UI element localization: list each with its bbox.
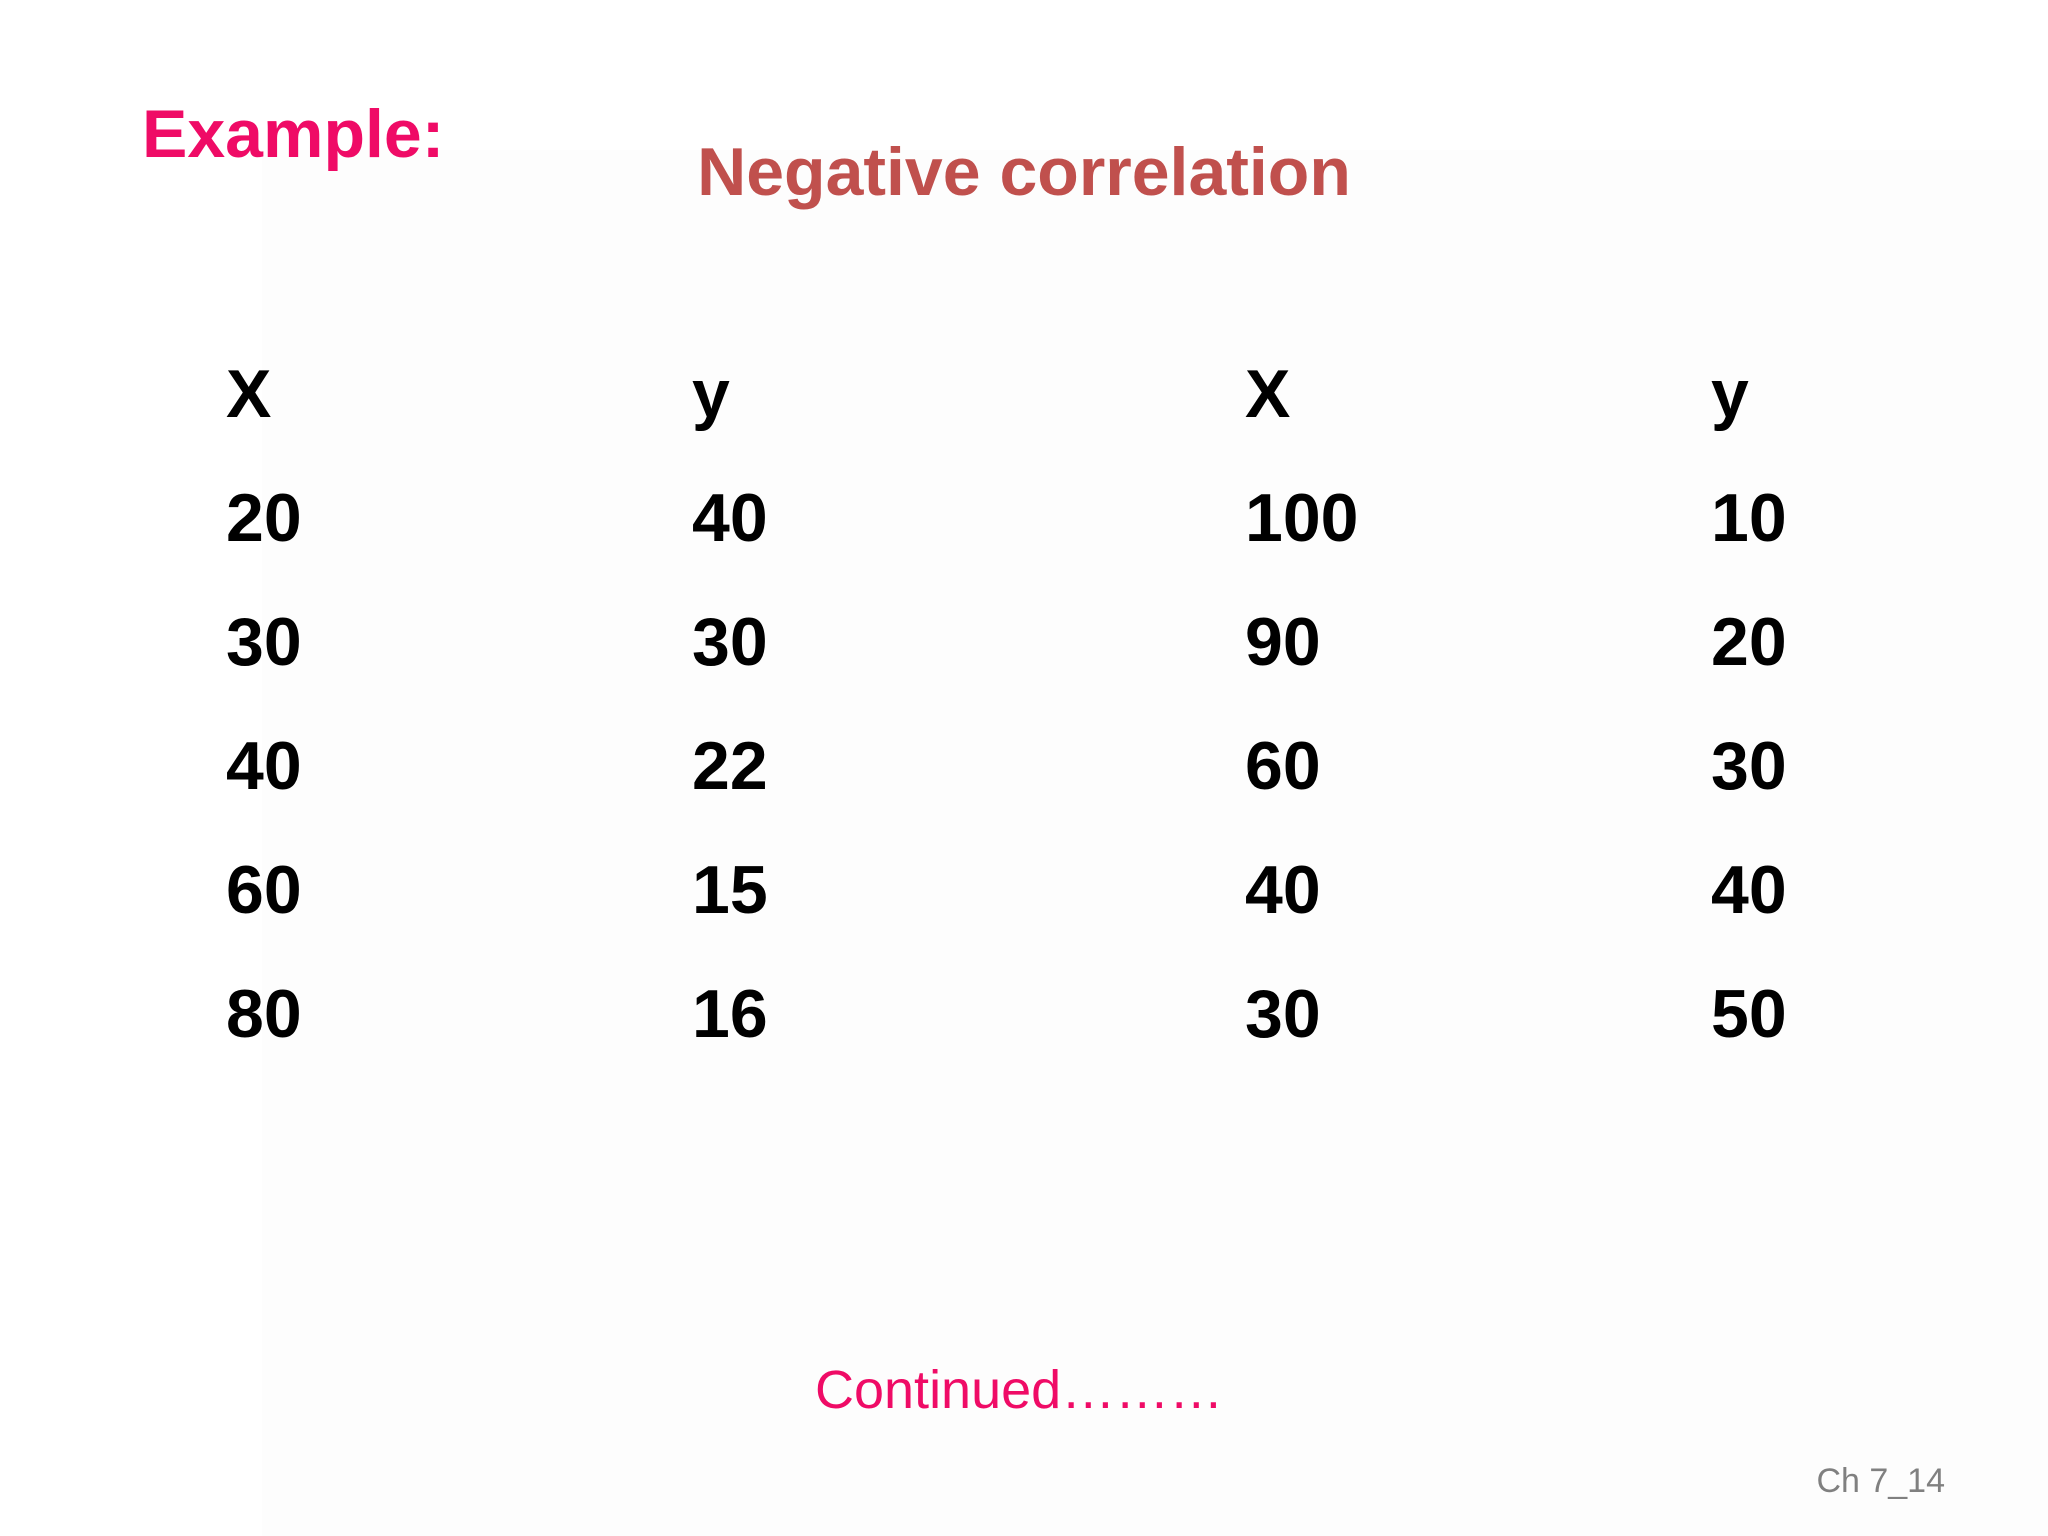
header-x-1: X — [226, 356, 272, 432]
table-cell: 80 — [226, 976, 302, 1052]
table-cell: 100 — [1245, 480, 1359, 556]
table-cell: 10 — [1711, 480, 1787, 556]
table-cell: 60 — [1245, 728, 1321, 804]
table-row: 80 16 30 50 — [226, 980, 1826, 1104]
table-header-row: X y X y — [226, 360, 1826, 484]
table-cell: 90 — [1245, 604, 1321, 680]
table-cell: 16 — [692, 976, 768, 1052]
header-y-2: y — [1711, 356, 1749, 432]
table-row: 30 30 90 20 — [226, 608, 1826, 732]
header-y-1: y — [692, 356, 730, 432]
table-cell: 30 — [226, 604, 302, 680]
slide-title: Negative correlation — [697, 134, 1351, 210]
table-cell: 22 — [692, 728, 768, 804]
table-cell: 30 — [1245, 976, 1321, 1052]
table-cell: 60 — [226, 852, 302, 928]
table-cell: 40 — [1245, 852, 1321, 928]
slide-number: Ch 7_14 — [1816, 1462, 1945, 1500]
table-cell: 40 — [1711, 852, 1787, 928]
table-cell: 50 — [1711, 976, 1787, 1052]
table-cell: 30 — [1711, 728, 1787, 804]
header-x-2: X — [1245, 356, 1291, 432]
continued-text: Continued……… — [815, 1360, 1224, 1420]
table-row: 20 40 100 10 — [226, 484, 1826, 608]
example-label: Example: — [142, 96, 445, 172]
table-cell: 30 — [692, 604, 768, 680]
table-cell: 15 — [692, 852, 768, 928]
table-cell: 40 — [226, 728, 302, 804]
table-cell: 20 — [1711, 604, 1787, 680]
table-cell: 20 — [226, 480, 302, 556]
table-row: 40 22 60 30 — [226, 732, 1826, 856]
table-row: 60 15 40 40 — [226, 856, 1826, 980]
content-panel — [262, 150, 2048, 1536]
data-table: X y X y 20 40 100 10 30 30 90 20 40 22 6… — [226, 360, 1826, 1104]
table-cell: 40 — [692, 480, 768, 556]
